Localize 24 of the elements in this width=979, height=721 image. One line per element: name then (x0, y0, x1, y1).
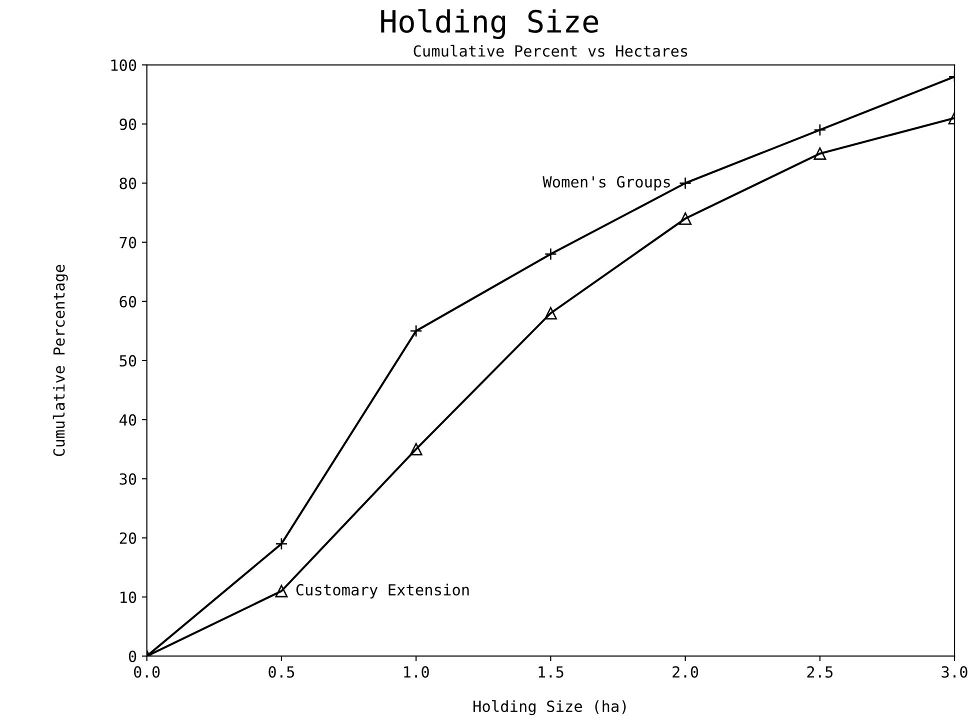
y-tick-label: 100 (111, 59, 136, 71)
x-tick-label: 2.0 (672, 666, 698, 678)
y-tick-label: 50 (120, 355, 136, 367)
y-tick-label: 30 (120, 473, 136, 485)
y-tick-label: 20 (120, 532, 136, 544)
x-tick-label: 1.0 (404, 666, 429, 678)
annotation: Customary Extension (296, 584, 469, 599)
y-axis-title: Cumulative Percentage (52, 264, 68, 456)
x-tick-label: 1.5 (538, 666, 564, 678)
annotation: Women's Groups (542, 176, 670, 191)
chart-title: Holding Size (381, 9, 598, 40)
chart-subtitle: Cumulative Percent vs Hectares (414, 44, 688, 57)
y-tick-label: 70 (120, 236, 136, 248)
y-tick-label: 90 (120, 118, 136, 130)
x-tick-label: 0.5 (268, 666, 294, 678)
y-tick-label: 60 (120, 296, 136, 308)
x-tick-label: 3.0 (942, 666, 968, 678)
y-tick-label: 0 (128, 650, 136, 662)
y-tick-label: 10 (120, 591, 136, 604)
y-tick-label: 80 (120, 178, 136, 190)
y-tick-label: 40 (119, 414, 136, 426)
x-tick-label: 0.0 (134, 666, 160, 678)
x-axis-title: Holding Size (ha) (474, 700, 626, 716)
x-tick-label: 2.5 (807, 666, 832, 678)
